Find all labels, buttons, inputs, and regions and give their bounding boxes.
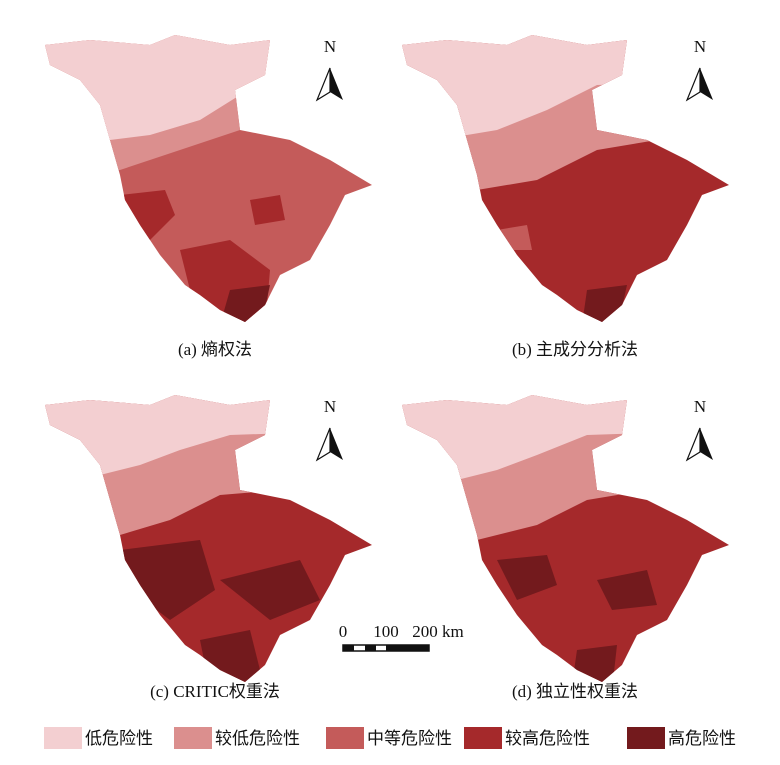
legend: 低危险性 较低危险性 中等危险性 较高危险性 高危险性 [44, 727, 736, 749]
legend-label: 低危险性 [85, 729, 153, 748]
legend-label: 较高危险性 [505, 729, 590, 748]
legend-swatch [627, 727, 665, 749]
north-label: N [694, 37, 706, 56]
legend-label: 中等危险性 [367, 729, 452, 748]
panel-caption: (d) 独立性权重法 [512, 682, 638, 701]
legend-swatch [174, 727, 212, 749]
scale-label: 200 km [412, 622, 463, 641]
north-label: N [324, 397, 336, 416]
panel-caption: (a) 熵权法 [178, 340, 252, 359]
legend-swatch [326, 727, 364, 749]
legend-swatch [464, 727, 502, 749]
scale-label: 0 [339, 622, 348, 641]
map-panel [402, 35, 729, 322]
panel-caption: (b) 主成分分析法 [512, 340, 638, 359]
legend-label: 较低危险性 [215, 729, 300, 748]
scale-label: 100 [373, 622, 399, 641]
north-label: N [324, 37, 336, 56]
legend-swatch [44, 727, 82, 749]
north-label: N [694, 397, 706, 416]
legend-label: 高危险性 [668, 729, 736, 748]
scale-bar [342, 644, 430, 652]
panel-caption: (c) CRITIC权重法 [150, 682, 280, 701]
